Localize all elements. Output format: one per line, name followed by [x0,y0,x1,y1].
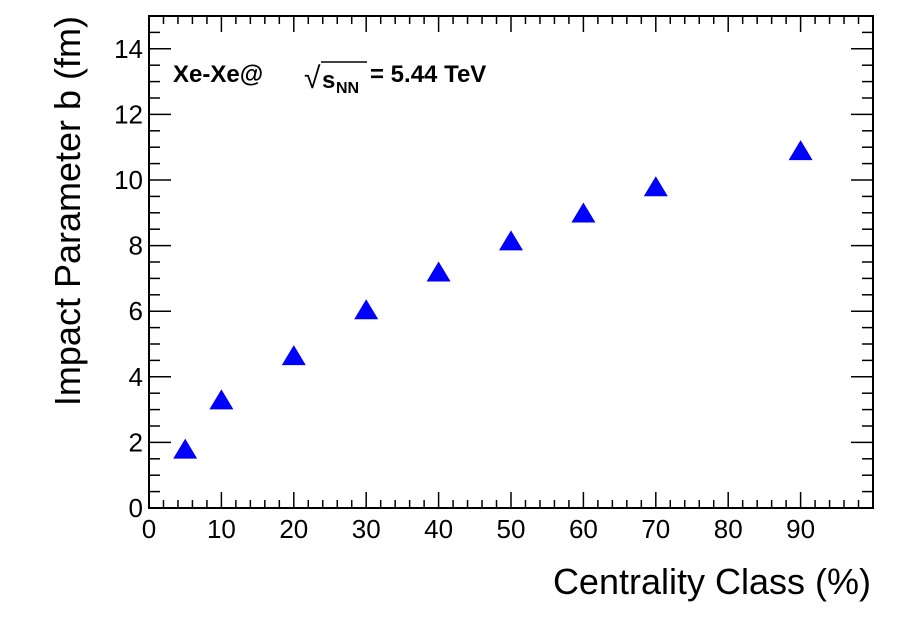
x-tick-label: 70 [641,514,670,544]
x-tick-label: 10 [207,514,236,544]
x-tick-label: 50 [497,514,526,544]
plot-frame [148,15,874,509]
y-tick-label: 2 [129,427,143,457]
annotation-energy: = 5.44 TeV [370,61,486,88]
data-point [571,202,596,223]
annotation-s: s [322,67,335,94]
x-tick-label: 30 [352,514,381,544]
y-tick-label: 14 [114,34,143,64]
x-tick-label: 80 [714,514,743,544]
y-tick-label: 8 [129,231,143,261]
x-tick-label: 40 [424,514,453,544]
data-points [173,140,813,459]
x-axis-title: Centrality Class (%) [553,561,871,602]
x-tick-label: 20 [279,514,308,544]
data-point [788,140,813,161]
collision-annotation: Xe-Xe@ √ s NN = 5.44 TeV [173,61,486,97]
data-point [281,345,306,366]
y-tick-labels: 0 2 4 6 8 10 12 14 [114,34,143,523]
data-point [499,230,523,251]
axis-ticks [148,15,874,509]
annotation-system: Xe-Xe@ [173,61,263,88]
annotation-sqrt-symbol: √ [304,62,321,95]
data-point [209,389,234,410]
y-tick-label: 12 [114,99,143,129]
data-point [643,176,668,197]
x-tick-label: 90 [786,514,815,544]
data-point [354,299,379,320]
y-tick-label: 10 [114,165,143,195]
y-tick-label: 0 [129,493,143,523]
data-point [173,438,198,459]
y-tick-label: 4 [129,362,143,392]
y-tick-label: 6 [129,296,143,326]
x-tick-labels: 0 10 20 30 40 50 60 70 80 90 [142,514,815,544]
annotation-nn-subscript: NN [336,80,359,97]
data-point [426,261,451,282]
x-tick-label: 0 [142,514,156,544]
x-tick-label: 60 [569,514,598,544]
y-axis-title: Impact Parameter b (fm) [47,16,88,406]
